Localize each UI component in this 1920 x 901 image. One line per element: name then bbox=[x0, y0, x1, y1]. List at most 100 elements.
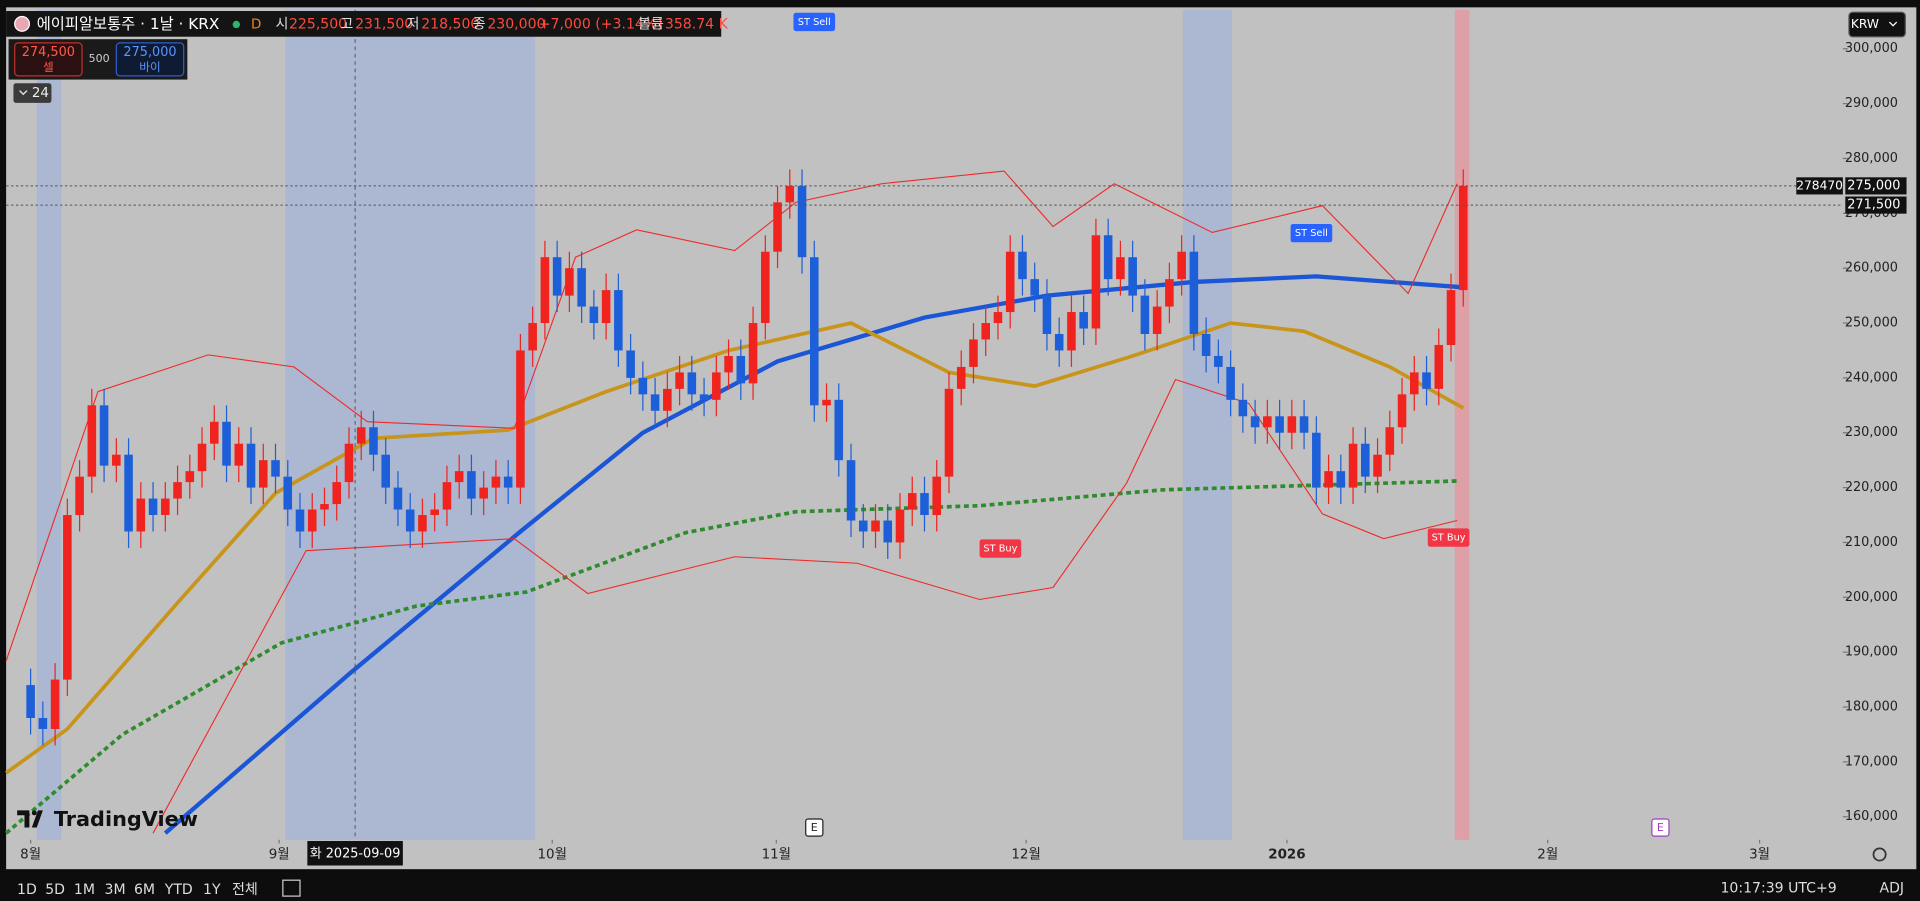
candle-body bbox=[124, 454, 133, 532]
price-marker: 278470 bbox=[1796, 178, 1843, 192]
candle-body bbox=[638, 377, 648, 395]
buy-button[interactable] bbox=[115, 42, 185, 77]
event-box bbox=[1651, 818, 1670, 837]
signal-label: ST Sell bbox=[1295, 228, 1328, 239]
candle-body bbox=[920, 493, 929, 516]
sell-label: 셀 bbox=[43, 60, 54, 74]
candle-body bbox=[699, 394, 709, 400]
candle-body bbox=[1263, 416, 1272, 428]
candle-body bbox=[503, 476, 513, 488]
candle-body bbox=[956, 366, 966, 389]
symbol: 에이피알보통주 · 1날 · KRX bbox=[37, 15, 220, 33]
indicator-line bbox=[163, 274, 1464, 835]
candle-body bbox=[136, 498, 146, 532]
candle-body bbox=[1042, 295, 1052, 335]
candle-body bbox=[1348, 443, 1358, 488]
x-tick-label: 11월 bbox=[762, 846, 792, 862]
candle-body bbox=[1324, 471, 1333, 488]
candle-body bbox=[528, 323, 537, 351]
candle-body bbox=[356, 427, 366, 444]
candle-body bbox=[663, 388, 672, 411]
candle-body bbox=[173, 482, 182, 499]
chevron-icon bbox=[1888, 21, 1898, 27]
range-button[interactable]: 1Y bbox=[203, 882, 221, 898]
y-tick-label: 280,000 bbox=[1845, 151, 1898, 166]
buy-price: 275,000 bbox=[123, 45, 176, 60]
spread: 500 bbox=[89, 52, 110, 65]
event-label: E bbox=[811, 821, 818, 834]
candle-body bbox=[1079, 312, 1088, 329]
candle-body bbox=[1434, 344, 1444, 389]
logo-icon bbox=[17, 810, 43, 828]
signal-label: ST Sell bbox=[798, 17, 831, 28]
candle-body bbox=[834, 399, 844, 461]
logo: TradingView bbox=[54, 807, 198, 831]
candle-body bbox=[1397, 394, 1407, 428]
candle-body bbox=[112, 454, 121, 466]
candle-body bbox=[614, 290, 623, 351]
candle-body bbox=[1091, 235, 1101, 329]
candle-body bbox=[540, 257, 550, 324]
candle-body bbox=[295, 509, 305, 532]
range-button[interactable]: 1M bbox=[74, 882, 95, 898]
currency-button[interactable] bbox=[1848, 11, 1906, 38]
candle-body bbox=[38, 718, 48, 729]
candle-body bbox=[1140, 295, 1150, 335]
buy-label: 바이 bbox=[139, 60, 160, 74]
y-tick-label: 260,000 bbox=[1845, 261, 1898, 276]
candle-body bbox=[773, 202, 782, 252]
y-tick-label: 170,000 bbox=[1845, 754, 1898, 769]
candle-body bbox=[1250, 416, 1260, 428]
candle-body bbox=[907, 493, 917, 510]
candle-body bbox=[87, 405, 97, 477]
currency: KRW bbox=[1851, 17, 1879, 31]
candle-body bbox=[1275, 416, 1284, 433]
y-tick-label: 200,000 bbox=[1845, 590, 1898, 605]
volume: 358.74 K bbox=[665, 16, 729, 32]
clock: 10:17:39 UTC+9 bbox=[1720, 881, 1836, 897]
signal-box bbox=[793, 12, 836, 32]
signal-box bbox=[979, 539, 1022, 558]
range-button[interactable]: 5D bbox=[45, 882, 65, 898]
range-button[interactable]: YTD bbox=[164, 882, 193, 898]
y-tick-label: 160,000 bbox=[1845, 809, 1898, 824]
candle-body bbox=[1128, 257, 1137, 296]
field-value: 225,500 bbox=[289, 16, 347, 32]
signal-box bbox=[1290, 223, 1333, 243]
range-button[interactable]: 1D bbox=[17, 882, 37, 898]
candle-body bbox=[467, 471, 476, 499]
range-button[interactable]: 3M bbox=[105, 882, 126, 898]
date-range-icon[interactable] bbox=[282, 879, 301, 897]
candle-body bbox=[846, 460, 856, 521]
logo-icon bbox=[31, 810, 37, 816]
candle-body bbox=[479, 487, 488, 499]
candle-body bbox=[797, 185, 807, 258]
candle-body bbox=[650, 394, 660, 411]
indicator-toggle[interactable] bbox=[13, 83, 52, 103]
candle-body bbox=[589, 306, 599, 324]
candle-body bbox=[761, 251, 770, 324]
y-tick-label: 180,000 bbox=[1845, 700, 1898, 715]
field-label: 시 bbox=[276, 16, 289, 32]
x-tick-label: 9월 bbox=[269, 846, 290, 862]
range-button[interactable]: 6M bbox=[134, 882, 155, 898]
sell-button[interactable] bbox=[14, 42, 83, 77]
adj-button[interactable]: ADJ bbox=[1879, 881, 1904, 897]
range-button[interactable]: 전체 bbox=[232, 882, 258, 898]
chevron-icon bbox=[19, 90, 28, 96]
candle-body bbox=[1312, 432, 1321, 488]
candle-body bbox=[271, 460, 280, 477]
x-tick-label: 8월 bbox=[20, 846, 41, 862]
candle-body bbox=[822, 399, 831, 406]
candle-body bbox=[222, 421, 231, 466]
candle-body bbox=[1103, 235, 1113, 280]
candle-body bbox=[454, 471, 464, 483]
field-label: 고 bbox=[340, 16, 353, 32]
candle-body bbox=[307, 509, 317, 532]
settings-icon[interactable] bbox=[1872, 847, 1887, 862]
y-tick-label: 290,000 bbox=[1845, 96, 1898, 111]
candle-body bbox=[320, 504, 329, 510]
candle-body bbox=[197, 443, 207, 472]
candle-body bbox=[185, 471, 195, 483]
price-tag bbox=[1845, 196, 1907, 214]
